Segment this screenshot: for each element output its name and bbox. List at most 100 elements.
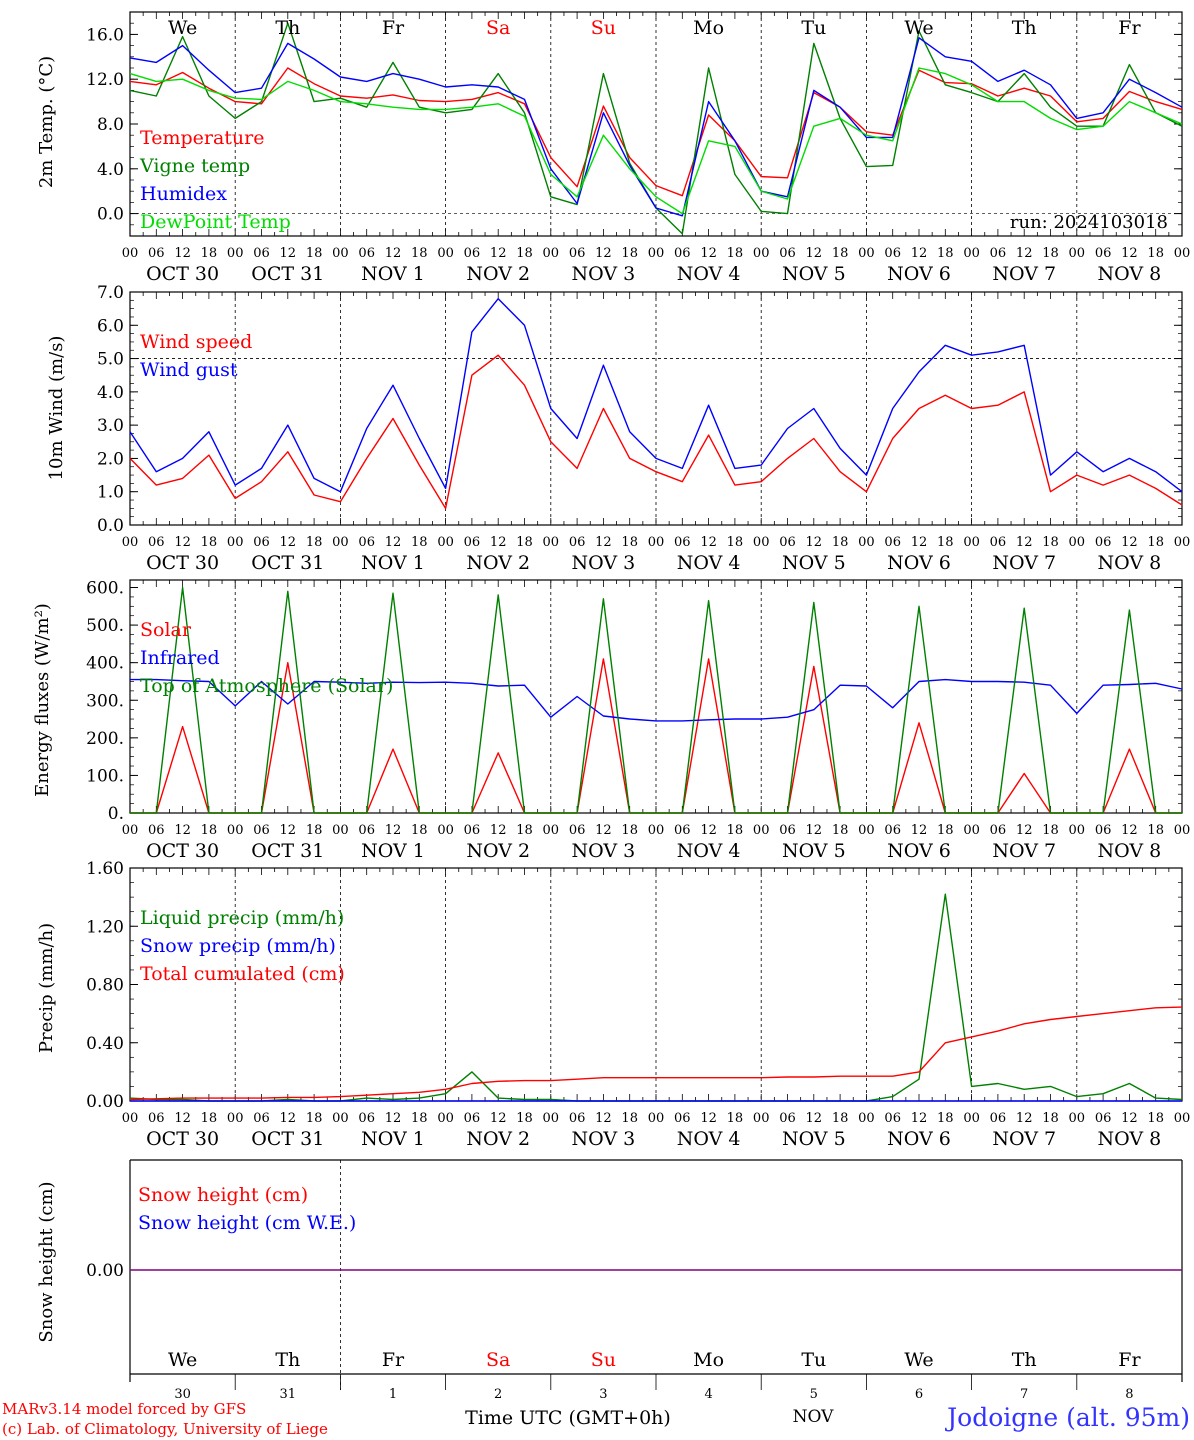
hour-tick-label: 00 [963,823,980,838]
hour-tick-label: 12 [911,1111,928,1126]
weekday-label: Su [591,1349,616,1371]
hour-tick-label: 18 [1147,246,1164,261]
hour-tick-label: 06 [358,1111,375,1126]
hour-tick-label: 18 [727,535,744,550]
hour-tick-label: 00 [1069,1111,1086,1126]
panel-1: 16.0 12.0 8.0 4.0 0.0 00 06 12 18 OCT 30 00 06 12 18 O… [86,11,1190,285]
hour-tick-label: 12 [806,823,823,838]
hour-tick-label: 18 [1042,246,1059,261]
hour-tick-label: 06 [358,535,375,550]
hour-tick-label: 18 [516,1111,533,1126]
hour-tick-label: 00 [753,535,770,550]
hour-tick-label: 00 [543,535,560,550]
date-label: NOV 7 [992,552,1056,574]
hour-tick-label: 00 [227,823,244,838]
hour-tick-label: 12 [1016,823,1033,838]
hour-tick-label: 06 [1095,246,1112,261]
date-label: OCT 31 [251,1128,324,1150]
hour-tick-label: 12 [490,1111,507,1126]
hour-tick-label: 00 [227,535,244,550]
y-tick-label: 0.80 [86,976,124,996]
hour-tick-label: 12 [1121,535,1138,550]
hour-tick-label: 00 [437,246,454,261]
weekday-label: Th [1012,17,1037,39]
hour-tick-label: 18 [1147,823,1164,838]
date-label: NOV 3 [572,1128,636,1150]
date-label: NOV 4 [677,552,741,574]
plot-frame [129,11,1183,237]
hour-tick-label: 00 [332,535,349,550]
hour-tick-label: 12 [174,246,191,261]
y-tick-label: 200. [86,729,124,749]
date-label: NOV 4 [677,840,741,862]
y-tick-label: 300. [86,691,124,711]
date-label: NOV 2 [466,552,530,574]
hour-tick-label: 12 [280,246,297,261]
hour-tick-label: 12 [174,1111,191,1126]
legend-toa-solar: Top of Atmosphere (Solar) [140,675,393,697]
legend-humidex: Humidex [140,183,227,205]
legend-temperature: Temperature [140,127,264,149]
hour-tick-label: 00 [1174,535,1191,550]
legend-snow-height-cm: Snow height (cm) [138,1184,308,1206]
y-tick-label: 0.40 [86,1034,124,1054]
hour-tick-label: 00 [1174,1111,1191,1126]
hour-tick-label: 18 [727,246,744,261]
day-number-label: 30 [174,1387,191,1402]
hour-tick-label: 06 [358,246,375,261]
hour-tick-label: 06 [990,535,1007,550]
hour-tick-label: 06 [464,823,481,838]
panel2-ylabel: 10m Wind (m/s) [46,336,67,481]
hour-tick-label: 12 [595,246,612,261]
date-label: OCT 30 [146,840,219,862]
hour-tick-label: 18 [1042,823,1059,838]
date-label: NOV 5 [782,1128,846,1150]
hour-tick-label: 06 [569,535,586,550]
hour-tick-label: 12 [385,535,402,550]
panel-5: We 30 Th 31 Fr 1 Sa 2 Su 3 Mo 4 Tu 5 We 6 Th 7 Fr 8 0.00 [86,1159,1183,1402]
day-number-label: 2 [494,1387,502,1402]
hour-tick-label: 00 [1069,535,1086,550]
hour-tick-label: 06 [569,823,586,838]
month-label: NOV [793,1407,835,1427]
hour-tick-label: 00 [1069,823,1086,838]
date-label: NOV 2 [466,840,530,862]
date-label: NOV 7 [992,840,1056,862]
y-tick-label: 1.0 [97,483,124,503]
hour-tick-label: 12 [385,246,402,261]
hour-tick-label: 18 [411,535,428,550]
weekday-label: Mo [693,1349,724,1371]
y-tick-label: 4.0 [97,383,124,403]
hour-tick-label: 00 [963,1111,980,1126]
hour-tick-label: 00 [437,535,454,550]
day-number-label: 31 [280,1387,297,1402]
hour-tick-label: 12 [700,1111,717,1126]
station-label: Jodoigne (alt. 95m) [944,1403,1190,1432]
hour-tick-label: 00 [122,246,139,261]
y-tick-label: 16.0 [86,25,124,45]
y-tick-label: 8.0 [97,115,124,135]
hour-tick-label: 12 [1016,535,1033,550]
hour-tick-label: 00 [753,823,770,838]
legend-snow-height-we: Snow height (cm W.E.) [138,1212,356,1234]
hour-tick-label: 06 [569,1111,586,1126]
y-tick-label: 1.60 [86,859,124,879]
hour-tick-label: 12 [806,1111,823,1126]
panel5-ylabel: Snow height (cm) [36,1181,57,1342]
hour-tick-label: 00 [1174,823,1191,838]
hour-tick-label: 18 [621,535,638,550]
y-tick-label: 600. [86,579,124,599]
hour-tick-label: 18 [1042,535,1059,550]
weekday-label: Fr [1118,17,1141,39]
hour-tick-label: 00 [648,246,665,261]
date-label: NOV 6 [887,552,951,574]
hour-tick-label: 06 [990,1111,1007,1126]
hour-tick-label: 18 [411,823,428,838]
hour-tick-label: 00 [753,246,770,261]
day-number-label: 4 [704,1387,712,1402]
date-label: NOV 1 [361,552,425,574]
date-label: NOV 7 [992,263,1056,285]
